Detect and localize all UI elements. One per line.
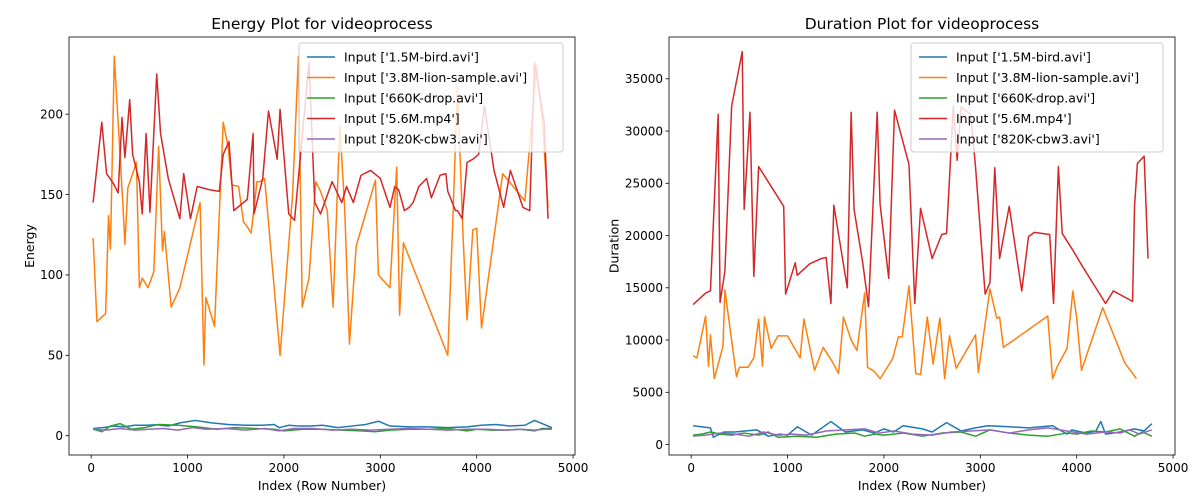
y-axis-label: Duration	[607, 219, 622, 273]
series-line-5	[93, 426, 552, 432]
legend-box	[298, 42, 564, 153]
plot-frame	[68, 36, 576, 456]
series-line-5	[693, 427, 1153, 437]
y-tick-label: 50	[48, 349, 63, 363]
chart-2: 0 1000 2000 3000 4000 5000 0 5000 10000 15000 2000…	[607, 15, 1189, 493]
legend: Input ['1.5M-bird.avi'] Input ['3.8M-lion…	[298, 42, 564, 153]
y-tick-label: 20000	[625, 229, 663, 243]
x-tick-label: 0	[87, 461, 95, 475]
y-tick-label: 35000	[625, 72, 663, 86]
y-tick-label: 30000	[625, 124, 663, 138]
series-line-2	[692, 284, 1138, 380]
y-axis-label: Energy	[22, 224, 37, 268]
y-tick-label: 150	[40, 188, 63, 202]
x-tick-label: 0	[687, 461, 695, 475]
x-tick-label: 2000	[869, 461, 900, 475]
legend-label-2: Input ['3.8M-lion-sample.avi']	[344, 70, 527, 85]
x-tick-label: 4000	[461, 461, 492, 475]
legend: Input ['1.5M-bird.avi'] Input ['3.8M-lion…	[910, 42, 1164, 153]
chart-1: 0 1000 2000 3000 4000 5000 0 50 100 150 200 Energy …	[22, 15, 588, 493]
y-tick-label: 15000	[625, 281, 663, 295]
legend-label-1: Input ['1.5M-bird.avi']	[956, 50, 1091, 65]
y-tick-label: 100	[40, 268, 63, 282]
series-line-4	[692, 50, 1149, 308]
x-axis-label: Index (Row Number)	[858, 478, 986, 493]
x-tick-label: 5000	[1158, 461, 1189, 475]
y-tick-label: 5000	[632, 386, 663, 400]
plot-lines	[692, 50, 1153, 438]
y-tick-label: 0	[655, 438, 663, 452]
x-tick-label: 1000	[172, 461, 203, 475]
y-tick-label: 10000	[625, 333, 663, 347]
x-tick-label: 3000	[965, 461, 996, 475]
legend-label-2: Input ['3.8M-lion-sample.avi']	[956, 70, 1139, 85]
legend-label-1: Input ['1.5M-bird.avi']	[344, 50, 479, 65]
legend-box	[910, 42, 1164, 153]
x-tick-label: 5000	[558, 461, 589, 475]
legend-label-4: Input ['5.6M.mp4']	[956, 111, 1072, 126]
x-tick-label: 1000	[772, 461, 803, 475]
x-tick-label: 2000	[269, 461, 300, 475]
y-tick-label: 25000	[625, 177, 663, 191]
legend-label-3: Input ['660K-drop.avi']	[344, 91, 483, 106]
legend-label-4: Input ['5.6M.mp4']	[344, 111, 460, 126]
chart-title: Energy Plot for videoprocess	[211, 15, 432, 33]
legend-label-5: Input ['820K-cbw3.avi']	[344, 132, 488, 147]
legend-label-3: Input ['660K-drop.avi']	[956, 91, 1095, 106]
y-tick-label: 0	[55, 429, 63, 443]
x-tick-label: 3000	[365, 461, 396, 475]
chart-title: Duration Plot for videoprocess	[805, 15, 1040, 33]
x-tick-label: 4000	[1061, 461, 1092, 475]
x-axis-label: Index (Row Number)	[258, 478, 386, 493]
y-tick-label: 200	[40, 107, 63, 121]
legend-label-5: Input ['820K-cbw3.avi']	[956, 132, 1100, 147]
plot-frame	[668, 36, 1176, 456]
